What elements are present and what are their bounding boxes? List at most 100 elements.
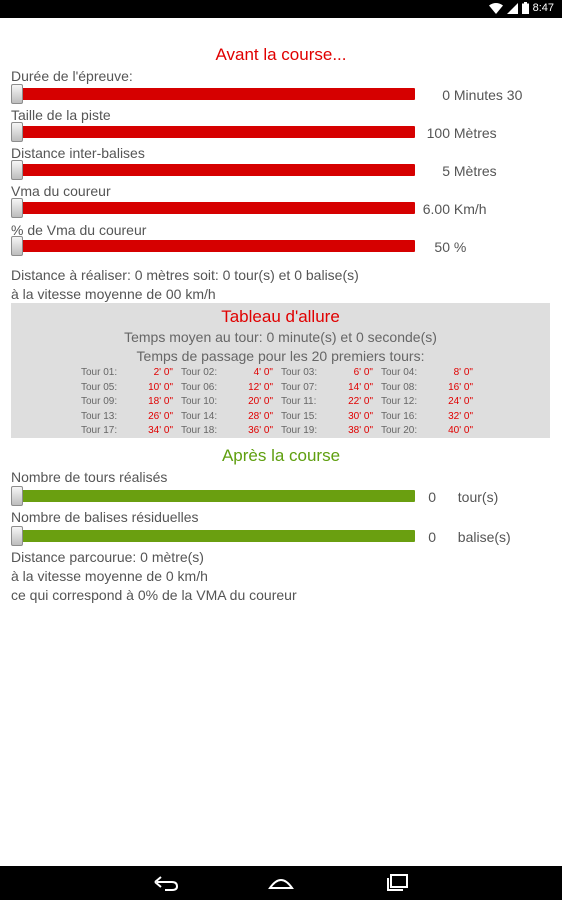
lap-cell: Tour 05: 10' 0": [81, 381, 181, 396]
lap-cell: Tour 07: 14' 0": [281, 381, 381, 396]
lap-name: Tour 16:: [381, 410, 418, 422]
residual-beacons-value: 0 balise(s): [428, 529, 511, 545]
vma-slider[interactable]: [11, 198, 415, 218]
vma-value: 6.00 Km/h: [422, 201, 487, 217]
slider-thumb[interactable]: [11, 198, 23, 218]
laps-done-label: Nombre de tours réalisés: [11, 469, 168, 485]
lap-cell: Tour 13: 26' 0": [81, 410, 181, 425]
lap-cell: Tour 08: 16' 0": [381, 381, 481, 396]
lap-grid: Tour 01: 2' 0" Tour 02: 4' 0" Tour 03: 6' 0" T…: [81, 366, 481, 439]
lap-name: Tour 06:: [181, 381, 218, 393]
lap-time: 12' 0": [248, 381, 273, 393]
duration-slider[interactable]: [11, 84, 415, 104]
clock: 8:47: [532, 2, 554, 14]
lap-cell: Tour 15: 30' 0": [281, 410, 381, 425]
lap-cell: Tour 01: 2' 0": [81, 366, 181, 381]
lap-row: Tour 05: 10' 0" Tour 06: 12' 0" Tour 07: 14' …: [81, 381, 481, 396]
lap-name: Tour 03:: [281, 367, 318, 378]
lap-name: Tour 18:: [181, 425, 218, 436]
lap-time: 30' 0": [348, 410, 373, 422]
lap-row: Tour 17: 34' 0" Tour 18: 36' 0" Tour 19: 38' …: [81, 424, 481, 439]
slider-thumb[interactable]: [11, 236, 23, 256]
wifi-icon: [488, 2, 503, 14]
lap-name: Tour 09:: [81, 396, 118, 407]
distance-result: Distance parcourue: 0 mètre(s): [11, 549, 204, 565]
residual-beacons-slider[interactable]: [11, 526, 415, 546]
lap-time: 10' 0": [148, 381, 173, 393]
duration-label: Durée de l'épreuve:: [11, 68, 133, 84]
lap-time: 18' 0": [148, 396, 173, 407]
lap-cell: Tour 09: 18' 0": [81, 395, 181, 410]
lap-name: Tour 12:: [381, 396, 418, 407]
speed-result: à la vitesse moyenne de 0 km/h: [11, 568, 208, 584]
after-race-title: Après la course: [221, 446, 341, 465]
pace-table-title: Tableau d'allure: [221, 307, 340, 326]
lap-cell: Tour 14: 28' 0": [181, 410, 281, 425]
lap-name: Tour 04:: [381, 367, 418, 378]
lap-time: 36' 0": [248, 425, 273, 436]
before-race-title: Avant la course...: [215, 45, 347, 64]
track-size-slider[interactable]: [11, 122, 415, 142]
app-content: Avant la course... Durée de l'épreuve: 0…: [0, 18, 562, 866]
pace-table-panel: Tableau d'allure Temps moyen au tour: 0 …: [11, 303, 550, 438]
lap-time: 8' 0": [453, 367, 473, 378]
lap-cell: Tour 17: 34' 0": [81, 424, 181, 439]
lap-cell: Tour 19: 38' 0": [281, 424, 381, 439]
lap-name: Tour 01:: [81, 367, 118, 378]
lap-cell: Tour 03: 6' 0": [281, 366, 381, 381]
vma-result: ce qui correspond à 0% de la VMA du cour…: [11, 587, 297, 603]
lap-row: Tour 09: 18' 0" Tour 10: 20' 0" Tour 11: 22' …: [81, 395, 481, 410]
beacon-distance-label: Distance inter-balises: [11, 145, 145, 161]
slider-thumb[interactable]: [11, 122, 23, 142]
slider-thumb[interactable]: [11, 84, 23, 104]
laps-done-slider[interactable]: [11, 486, 415, 506]
lap-cell: Tour 10: 20' 0": [181, 395, 281, 410]
lap-time: 32' 0": [448, 410, 473, 422]
lap-time: 24' 0": [448, 396, 473, 407]
lap-time: 2' 0": [153, 367, 173, 378]
lap-name: Tour 11:: [281, 396, 317, 407]
lap-name: Tour 17:: [81, 425, 118, 436]
lap-name: Tour 19:: [281, 425, 318, 436]
signal-icon: [506, 2, 518, 14]
slider-thumb[interactable]: [11, 486, 23, 506]
lap-time: 40' 0": [448, 425, 473, 436]
speed-summary: à la vitesse moyenne de 00 km/h: [11, 286, 216, 302]
track-size-label: Taille de la piste: [11, 107, 111, 123]
lap-cell: Tour 04: 8' 0": [381, 366, 481, 381]
back-icon[interactable]: [154, 872, 180, 894]
lap-time: 16' 0": [448, 381, 473, 393]
recent-apps-icon[interactable]: [383, 872, 409, 894]
navigation-bar: [0, 866, 562, 900]
lap-name: Tour 07:: [281, 381, 318, 393]
lap-time: 4' 0": [253, 367, 273, 378]
lap-name: Tour 14:: [181, 410, 218, 422]
lap-name: Tour 05:: [81, 381, 118, 393]
lap-cell: Tour 18: 36' 0": [181, 424, 281, 439]
beacon-distance-slider[interactable]: [11, 160, 415, 180]
lap-time: 14' 0": [348, 381, 373, 393]
lap-cell: Tour 02: 4' 0": [181, 366, 281, 381]
lap-name: Tour 10:: [181, 396, 218, 407]
lap-row: Tour 13: 26' 0" Tour 14: 28' 0" Tour 15: 30' …: [81, 410, 481, 425]
status-bar: 8:47: [0, 0, 562, 18]
lap-cell: Tour 06: 12' 0": [181, 381, 281, 396]
battery-icon: [521, 2, 529, 14]
residual-beacons-label: Nombre de balises résiduelles: [11, 509, 199, 525]
distance-summary: Distance à réaliser: 0 mètres soit: 0 to…: [11, 267, 359, 283]
lap-cell: Tour 16: 32' 0": [381, 410, 481, 425]
lap-name: Tour 02:: [181, 367, 218, 378]
vma-label: Vma du coureur: [11, 183, 111, 199]
lap-cell: Tour 20: 40' 0": [381, 424, 481, 439]
laps-done-value: 0 tour(s): [428, 489, 499, 505]
lap-cell: Tour 11: 22' 0": [281, 395, 381, 410]
lap-time: 22' 0": [348, 396, 373, 407]
lap-row: Tour 01: 2' 0" Tour 02: 4' 0" Tour 03: 6' 0" T…: [81, 366, 481, 381]
lap-name: Tour 08:: [381, 381, 418, 393]
slider-thumb[interactable]: [11, 160, 23, 180]
lap-cell: Tour 12: 24' 0": [381, 395, 481, 410]
vma-percent-slider[interactable]: [11, 236, 415, 256]
slider-thumb[interactable]: [11, 526, 23, 546]
vma-percent-label: % de Vma du coureur: [11, 222, 147, 238]
home-icon[interactable]: [268, 872, 294, 894]
